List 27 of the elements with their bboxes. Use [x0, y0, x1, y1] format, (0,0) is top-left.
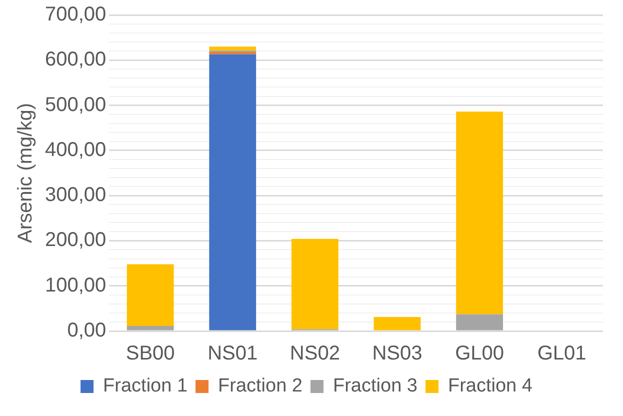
bar — [374, 317, 421, 330]
x-tick-label: GL00 — [455, 342, 504, 365]
y-tick-label: 700,00 — [45, 4, 106, 26]
x-tick-label: NS01 — [208, 342, 258, 365]
x-tick-label: SB00 — [126, 342, 175, 365]
bar — [291, 238, 338, 330]
y-tick-label: 400,00 — [45, 138, 106, 161]
legend-label: Fraction 4 — [448, 376, 533, 397]
y-tick-label: 0,00 — [67, 320, 106, 342]
bar — [209, 46, 256, 51]
y-tick-label: 100,00 — [45, 274, 106, 296]
bar — [456, 314, 503, 330]
y-tick-label: 500,00 — [45, 94, 106, 116]
x-tick-label: NS03 — [372, 342, 422, 365]
x-tick-label: GL01 — [537, 342, 586, 365]
bar — [456, 112, 503, 314]
y-tick-label: 200,00 — [45, 229, 106, 252]
bar — [126, 264, 174, 326]
bar — [209, 54, 256, 330]
bar — [126, 326, 174, 330]
y-axis-title: Arsenic (mg/kg) — [14, 102, 37, 244]
y-tick-label: 300,00 — [45, 184, 106, 206]
legend-label: Fraction 1 — [103, 376, 188, 397]
legend-label: Fraction 3 — [333, 376, 418, 397]
x-tick-label: NS02 — [290, 342, 340, 365]
y-tick-label: 600,00 — [45, 48, 106, 71]
legend-label: Fraction 2 — [218, 376, 303, 397]
